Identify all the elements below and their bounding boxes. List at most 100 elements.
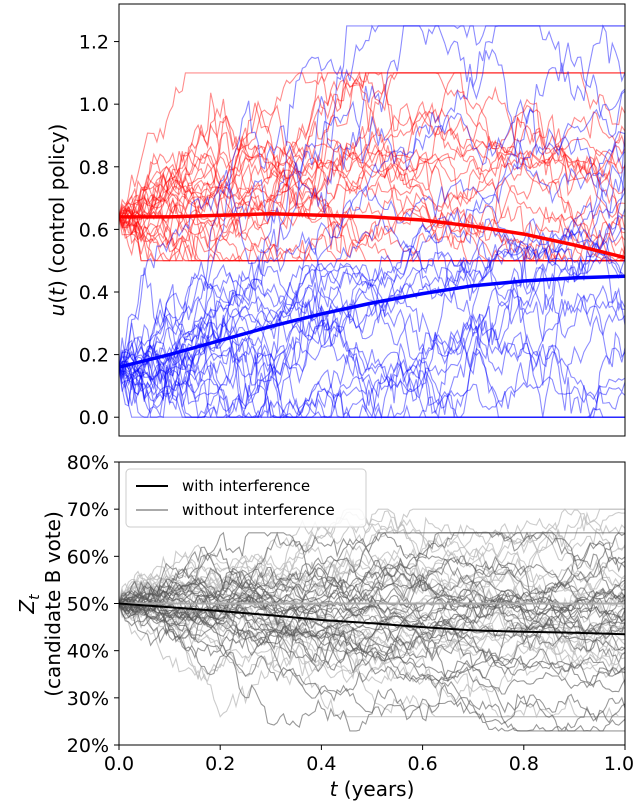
top-y-tick-label: 1.2 <box>79 32 109 54</box>
blue-sample-path <box>118 317 626 405</box>
red-sample-path <box>118 216 625 262</box>
top-y-tick-label: 0.0 <box>79 407 109 429</box>
blue-sample-path <box>118 222 626 368</box>
red-sample-path <box>118 139 626 218</box>
dark-sample-path <box>118 600 626 689</box>
blue-sample-path <box>118 360 625 419</box>
blue-sample-path <box>118 205 626 402</box>
blue-sample-path <box>118 219 626 386</box>
bottom-y-tick-label: 50% <box>67 594 109 616</box>
legend-label-with-interference: with interference <box>182 477 310 495</box>
red-sample-path <box>118 110 626 239</box>
legend: with interference without interference <box>125 468 367 528</box>
dark-sample-path <box>118 597 625 732</box>
gray-sample-path <box>118 508 626 629</box>
dark-sample-path <box>118 587 626 674</box>
blue-sample-path <box>118 256 626 381</box>
red-sample-path <box>118 72 625 218</box>
legend-label-without-interference: without interference <box>182 501 335 519</box>
red-sample-path <box>118 184 625 262</box>
red-sample-path <box>118 193 626 262</box>
red-sample-path <box>118 137 626 218</box>
bottom-x-tick-label: 0.0 <box>104 753 134 775</box>
bottom-y-ticks: 20% 30% 40% 50% 60% 70% 80% <box>67 452 119 757</box>
top-sample-paths <box>118 24 626 420</box>
red-sample-path <box>118 82 625 262</box>
dark-sample-path <box>118 594 626 683</box>
dark-sample-path <box>118 531 626 612</box>
bottom-y-axis-label: Zt (candidate B vote) <box>15 511 65 697</box>
gray-sample-path <box>118 595 626 680</box>
bottom-x-tick-label: 0.4 <box>306 753 336 775</box>
red-mean-line <box>119 211 626 260</box>
bottom-x-tick-label: 0.8 <box>509 753 539 775</box>
top-y-tick-label: 0.8 <box>79 157 109 179</box>
red-sample-path <box>118 92 626 260</box>
blue-sample-path <box>118 98 626 382</box>
blue-sample-path <box>118 316 625 420</box>
top-y-tick-label: 0.4 <box>79 282 109 304</box>
red-sample-path <box>118 85 626 255</box>
red-sample-path <box>118 150 626 244</box>
dark-sample-path <box>118 532 626 660</box>
red-sample-path <box>118 72 626 226</box>
red-sample-path <box>118 140 626 242</box>
blue-sample-path <box>118 274 626 404</box>
blue-sample-path <box>118 137 626 387</box>
with-interference-mean-line <box>118 602 626 636</box>
red-sample-path <box>118 209 625 263</box>
red-sample-path <box>118 202 625 262</box>
red-sample-path <box>118 206 625 262</box>
bottom-y-tick-label: 80% <box>67 452 109 474</box>
red-sample-path <box>118 71 625 262</box>
bottom-y-tick-label: 30% <box>67 688 109 710</box>
blue-sample-path <box>118 24 626 368</box>
legend-box <box>125 468 367 528</box>
dark-sample-path <box>118 597 626 695</box>
red-sample-path <box>118 202 626 261</box>
dark-sample-path <box>118 547 626 724</box>
blue-sample-path <box>118 282 626 420</box>
blue-sample-path <box>118 239 626 418</box>
bottom-y-tick-label: 70% <box>67 499 109 521</box>
red-sample-path <box>118 161 626 262</box>
red-sample-path <box>118 111 626 253</box>
blue-sample-path <box>118 301 626 419</box>
red-sample-path <box>118 72 626 227</box>
blue-sample-path <box>118 361 625 418</box>
red-sample-path <box>118 72 626 224</box>
bottom-x-tick-label: 0.2 <box>205 753 235 775</box>
dark-sample-path <box>118 531 626 607</box>
red-sample-path <box>118 71 625 218</box>
bottom-x-axis-label: t (years) <box>330 777 415 801</box>
red-sample-path <box>118 187 626 263</box>
top-plot-frame <box>118 3 626 437</box>
gray-sample-path <box>118 525 626 615</box>
bottom-y-tick-label: 20% <box>67 735 109 757</box>
top-panel: 0.0 0.2 0.4 0.6 0.8 1.0 1.2 u(t) (control poli… <box>45 3 626 437</box>
bottom-x-tick-label: 0.6 <box>407 753 437 775</box>
bottom-mean-lines <box>118 602 626 636</box>
blue-sample-path <box>118 88 626 368</box>
blue-sample-path <box>118 292 626 419</box>
bottom-x-tick-label: 1.0 <box>604 753 634 775</box>
bottom-y-tick-label: 40% <box>67 641 109 663</box>
blue-sample-path <box>118 366 626 419</box>
svg-text:(candidate B vote): (candidate B vote) <box>41 511 65 697</box>
blue-mean-line <box>118 274 626 369</box>
red-sample-path <box>118 205 625 262</box>
blue-sample-path <box>118 130 626 418</box>
red-sample-path <box>118 71 625 262</box>
red-sample-path <box>118 178 626 262</box>
bottom-panel: 20% 30% 40% 50% 60% 70% 80% 0.0 0.2 0.4 0.6 0.8 1.0… <box>15 452 634 801</box>
blue-sample-path <box>118 245 626 376</box>
bottom-sample-paths <box>118 508 626 732</box>
blue-sample-path <box>118 163 626 400</box>
blue-sample-path <box>118 208 626 406</box>
bottom-x-ticks: 0.0 0.2 0.4 0.6 0.8 1.0 <box>104 745 634 775</box>
top-y-tick-label: 1.0 <box>79 94 109 116</box>
red-sample-path <box>118 113 626 250</box>
top-y-axis-label: u(t) (control policy) <box>45 124 69 317</box>
blue-sample-path <box>118 362 626 418</box>
dark-sample-path <box>118 602 626 732</box>
